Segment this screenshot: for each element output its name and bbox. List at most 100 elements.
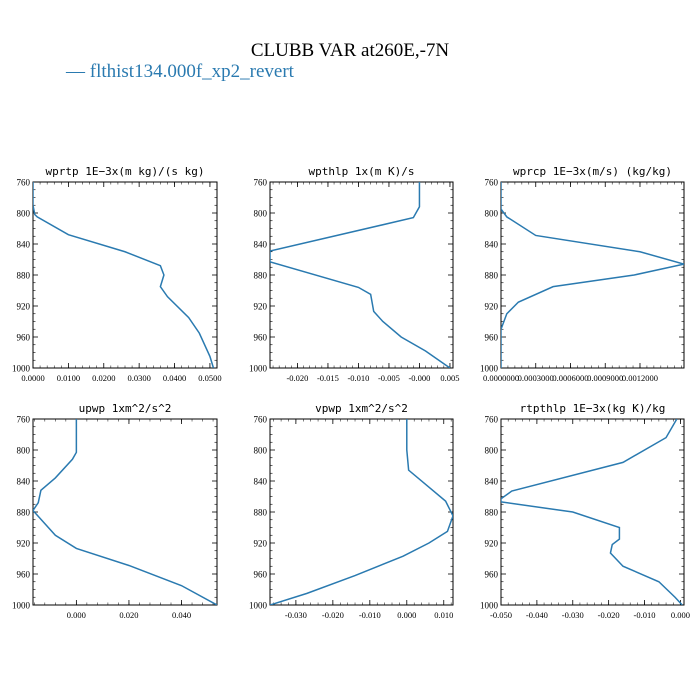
series-line bbox=[501, 182, 684, 368]
y-tick-label: 880 bbox=[485, 271, 499, 281]
panel-title: rtpthlp 1E−3x(kg K)/kg bbox=[520, 402, 666, 415]
y-tick-label: 800 bbox=[485, 446, 499, 456]
y-tick-label: 840 bbox=[254, 477, 268, 487]
y-tick-label: 840 bbox=[485, 477, 499, 487]
panel-title: wprcp 1E−3x(m/s) (kg/kg) bbox=[513, 165, 672, 178]
plot-frame bbox=[32, 418, 218, 606]
y-tick-label: 760 bbox=[485, 415, 499, 425]
panel-grid: wprtp 1E−3x(m kg)/(s kg) 760 800 840 880 920 9… bbox=[12, 165, 690, 620]
y-tick-label: 840 bbox=[254, 240, 268, 250]
plot-frame bbox=[500, 181, 685, 369]
series-line bbox=[270, 419, 453, 605]
y-tick-label: 800 bbox=[254, 209, 268, 219]
y-tick-label: 920 bbox=[17, 302, 31, 312]
y-tick-label: 960 bbox=[254, 570, 268, 580]
y-tick-label: 880 bbox=[485, 508, 499, 518]
plot-frame bbox=[500, 418, 685, 606]
x-tick-label: -0.020 bbox=[322, 610, 344, 620]
x-tick-label: 0.0003000 bbox=[518, 373, 554, 383]
panel-5: vpwp 1xm^2/s^2 760 800 840 880 920 960 1000 -0.0… bbox=[249, 402, 454, 620]
y-tick-label: 800 bbox=[17, 446, 31, 456]
y-tick-label: 880 bbox=[17, 271, 31, 281]
x-tick-label: 0.0000000 bbox=[483, 373, 519, 383]
y-tick-label: 1000 bbox=[12, 364, 31, 374]
y-tick-label: 840 bbox=[17, 240, 31, 250]
x-tick-label: 0.000 bbox=[67, 610, 86, 620]
figure-title: CLUBB VAR at260E,-7N bbox=[251, 40, 450, 61]
y-tick-label: 760 bbox=[254, 415, 268, 425]
y-tick-label: 800 bbox=[254, 446, 268, 456]
series-line bbox=[33, 419, 217, 605]
y-tick-label: 800 bbox=[17, 209, 31, 219]
y-tick-label: 840 bbox=[485, 240, 499, 250]
y-tick-label: 920 bbox=[254, 539, 268, 549]
x-tick-label: -0.010 bbox=[359, 610, 381, 620]
y-tick-label: 1000 bbox=[12, 601, 31, 611]
x-tick-label: 0.0100 bbox=[57, 373, 80, 383]
x-tick-label: -0.015 bbox=[317, 373, 339, 383]
x-tick-label: 0.0000 bbox=[21, 373, 44, 383]
x-tick-label: 0.010 bbox=[434, 610, 453, 620]
series-line bbox=[501, 419, 683, 605]
panel-3: wprcp 1E−3x(m/s) (kg/kg) 760 800 840 880 920 9… bbox=[480, 165, 685, 383]
x-tick-label: -0.030 bbox=[285, 610, 307, 620]
series-line bbox=[33, 182, 215, 368]
panel-2: wpthlp 1x(m K)/s 760 800 840 880 920 960 1000 -0… bbox=[249, 165, 460, 383]
x-tick-label: -0.000 bbox=[408, 373, 430, 383]
x-tick-label: 0.0012000 bbox=[622, 373, 658, 383]
plot-frame bbox=[32, 181, 218, 369]
y-tick-label: 1000 bbox=[249, 364, 268, 374]
x-tick-label: 0.000 bbox=[671, 610, 690, 620]
panel-title: wpthlp 1x(m K)/s bbox=[309, 165, 415, 178]
panel-title: wprtp 1E−3x(m kg)/(s kg) bbox=[46, 165, 205, 178]
y-tick-label: 880 bbox=[254, 271, 268, 281]
x-tick-label: 0.0009000 bbox=[587, 373, 623, 383]
x-tick-label: 0.0200 bbox=[92, 373, 115, 383]
y-tick-label: 760 bbox=[17, 178, 31, 188]
y-tick-label: 840 bbox=[17, 477, 31, 487]
y-tick-label: 960 bbox=[485, 570, 499, 580]
x-tick-label: 0.000 bbox=[397, 610, 416, 620]
panel-6: rtpthlp 1E−3x(kg K)/kg 760 800 840 880 920 960… bbox=[480, 402, 690, 620]
panel-4: upwp 1xm^2/s^2 760 800 840 880 920 960 1000 0.00… bbox=[12, 402, 218, 620]
y-tick-label: 1000 bbox=[480, 601, 499, 611]
y-tick-label: 960 bbox=[17, 570, 31, 580]
plot-frame bbox=[269, 418, 454, 606]
y-tick-label: 920 bbox=[17, 539, 31, 549]
legend-entry: — flthist134.000f_xp2_revert bbox=[65, 61, 295, 82]
y-tick-label: 920 bbox=[254, 302, 268, 312]
x-tick-label: -0.020 bbox=[598, 610, 620, 620]
x-tick-label: 0.0500 bbox=[198, 373, 221, 383]
x-tick-label: -0.040 bbox=[526, 610, 548, 620]
x-tick-label: -0.050 bbox=[490, 610, 512, 620]
x-tick-label: -0.020 bbox=[286, 373, 308, 383]
y-tick-label: 1000 bbox=[249, 601, 268, 611]
y-tick-label: 960 bbox=[254, 333, 268, 343]
panel-title: upwp 1xm^2/s^2 bbox=[79, 402, 172, 415]
panel-1: wprtp 1E−3x(m kg)/(s kg) 760 800 840 880 920 9… bbox=[12, 165, 222, 383]
x-tick-label: 0.0300 bbox=[127, 373, 150, 383]
x-tick-label: -0.030 bbox=[562, 610, 584, 620]
y-tick-label: 960 bbox=[485, 333, 499, 343]
y-tick-label: 760 bbox=[17, 415, 31, 425]
x-tick-label: 0.005 bbox=[440, 373, 459, 383]
x-tick-label: 0.0006000 bbox=[552, 373, 588, 383]
x-tick-label: -0.010 bbox=[347, 373, 369, 383]
y-tick-label: 880 bbox=[17, 508, 31, 518]
y-tick-label: 800 bbox=[485, 209, 499, 219]
series-line bbox=[270, 182, 451, 368]
y-tick-label: 1000 bbox=[480, 364, 499, 374]
plot-frame bbox=[269, 181, 454, 369]
x-tick-label: 0.040 bbox=[172, 610, 191, 620]
panel-title: vpwp 1xm^2/s^2 bbox=[315, 402, 408, 415]
y-tick-label: 960 bbox=[17, 333, 31, 343]
x-tick-label: -0.005 bbox=[378, 373, 400, 383]
x-tick-label: 0.0400 bbox=[163, 373, 186, 383]
y-tick-label: 760 bbox=[485, 178, 499, 188]
y-tick-label: 880 bbox=[254, 508, 268, 518]
x-tick-label: 0.020 bbox=[119, 610, 138, 620]
x-tick-label: -0.010 bbox=[634, 610, 656, 620]
y-tick-label: 920 bbox=[485, 302, 499, 312]
y-tick-label: 760 bbox=[254, 178, 268, 188]
